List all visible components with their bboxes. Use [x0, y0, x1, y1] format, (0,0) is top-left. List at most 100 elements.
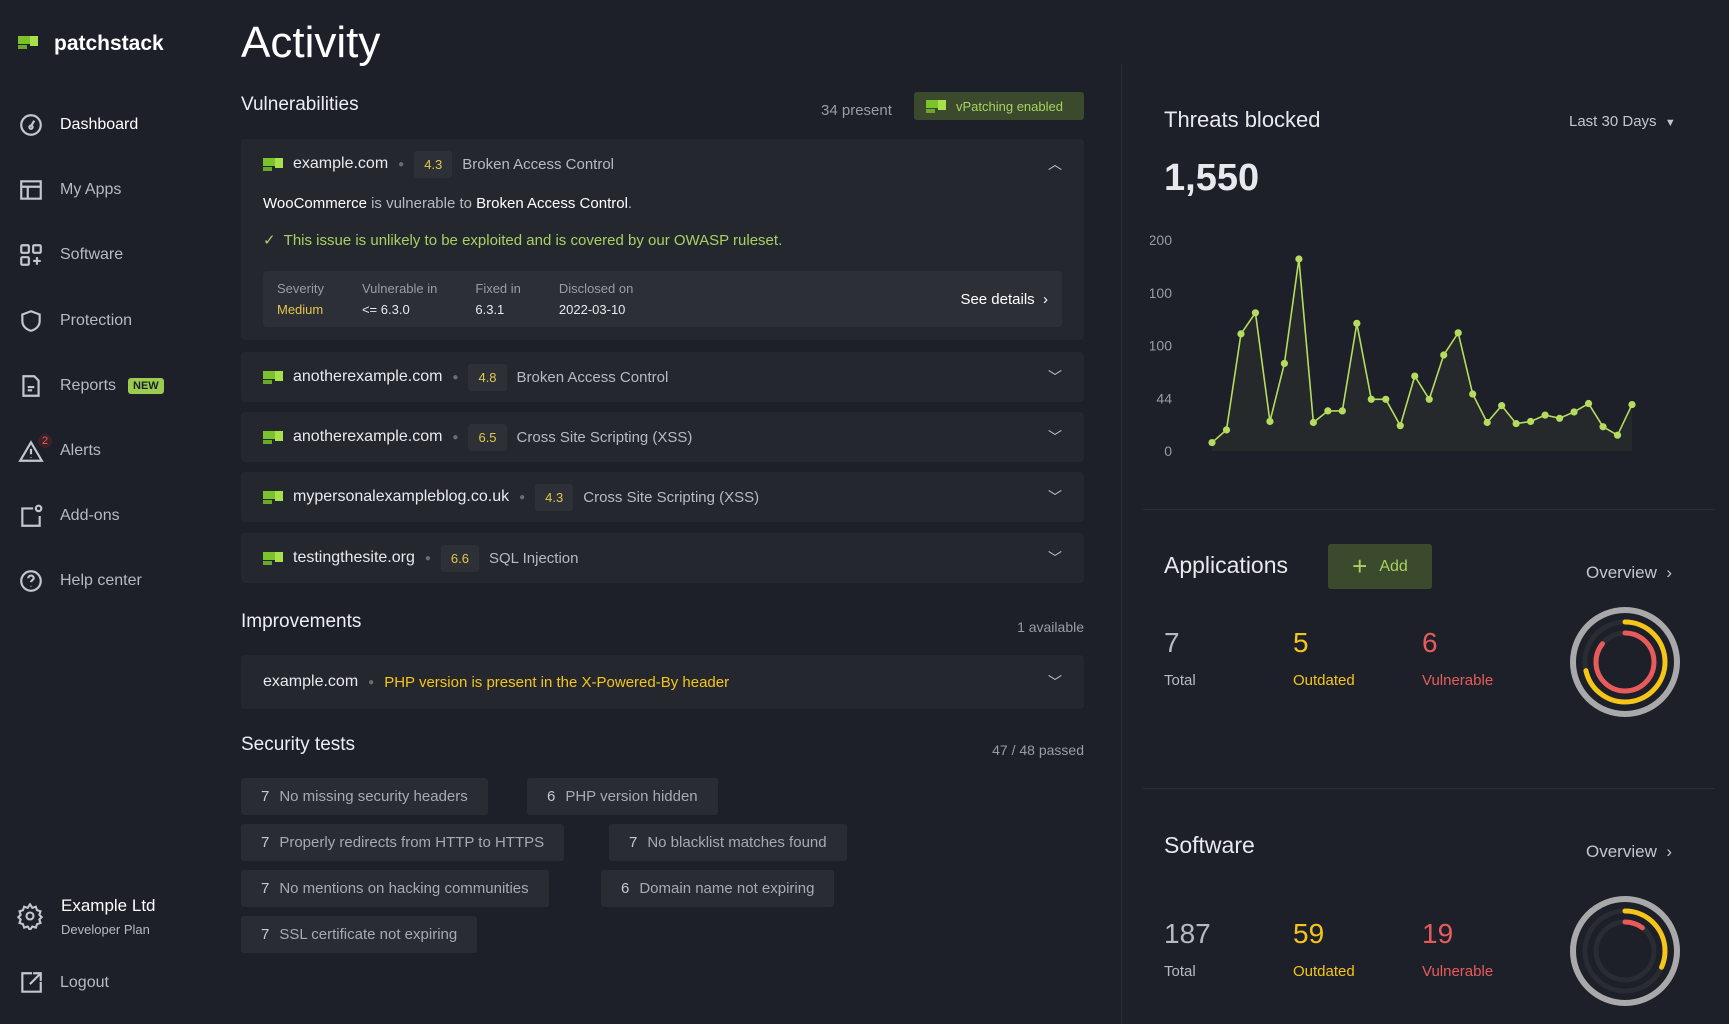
- test-label: Properly redirects from HTTP to HTTPS: [279, 834, 545, 851]
- detail-value: 6.3.1: [475, 302, 505, 317]
- plugin-name: WooCommerce: [263, 195, 367, 212]
- cvss-score: 6.5: [468, 423, 507, 451]
- data-point: [1541, 411, 1549, 419]
- sidebar-item-my-apps[interactable]: My Apps: [18, 175, 121, 205]
- see-details-link[interactable]: See details ›: [960, 291, 1048, 308]
- data-point: [1295, 255, 1303, 263]
- y-tick-label: 200: [1150, 232, 1172, 248]
- y-tick-label: 44: [1156, 390, 1172, 406]
- chevron-down-icon[interactable]: ﹀: [1048, 489, 1062, 505]
- site-icon: [263, 157, 283, 171]
- vulnerability-row-header[interactable]: example.com ● 4.3 Broken Access Control …: [241, 139, 1084, 189]
- chevron-down-icon[interactable]: ﹀: [1048, 550, 1062, 566]
- test-count: 7: [261, 834, 270, 851]
- y-tick-label: 0: [1164, 443, 1172, 459]
- vulnerability-type: Cross Site Scripting (XSS): [583, 488, 760, 506]
- vulnerabilities-heading: Vulnerabilities: [241, 94, 359, 115]
- improvement-row[interactable]: example.com ● PHP version is present in …: [241, 655, 1084, 709]
- detail-label: Vulnerable in: [361, 281, 438, 296]
- vulnerability-row[interactable]: mypersonalexampleblog.co.uk ● 4.3 Cross …: [241, 472, 1084, 522]
- site-name: testingthesite.org: [293, 549, 415, 566]
- logout-button[interactable]: Logout: [18, 968, 109, 998]
- applications-overview-link[interactable]: Overview ›: [1586, 563, 1672, 583]
- addon-icon: [21, 504, 43, 527]
- vulnerability-row[interactable]: anotherexample.com ● 6.5 Cross Site Scri…: [241, 412, 1084, 462]
- applications-outdated-label: Outdated: [1293, 672, 1355, 689]
- sidebar-item-label: Help center: [60, 572, 142, 589]
- logout-label: Logout: [60, 974, 109, 991]
- threats-chart: 200 100 100 44 0: [1150, 232, 1636, 459]
- test-label: PHP version hidden: [565, 788, 698, 805]
- data-point: [1251, 309, 1260, 317]
- improvement-text: PHP version is present in the X-Powered-…: [384, 673, 730, 691]
- vulnerable-arc-track: [1593, 919, 1657, 983]
- overview-label: Overview: [1586, 563, 1657, 582]
- chevron-up-icon[interactable]: ︿: [1048, 156, 1062, 172]
- vulnerability-details: Severity Medium Vulnerable in <= 6.3.0 Fixed…: [263, 271, 1062, 327]
- sidebar-item-label: My Apps: [60, 181, 122, 198]
- data-point: [1613, 431, 1622, 439]
- test-label: No mentions on hacking communities: [279, 880, 529, 897]
- data-point: [1628, 400, 1636, 409]
- vulnerability-card-expanded: example.com ● 4.3 Broken Access Control …: [241, 139, 1084, 340]
- applications-outdated-count: 5: [1293, 627, 1309, 658]
- add-application-button[interactable]: + Add: [1328, 544, 1432, 589]
- security-tests-count: 47 / 48 passed: [992, 742, 1084, 758]
- document-icon: [22, 375, 40, 397]
- brand-logo[interactable]: patchstack: [18, 32, 164, 56]
- detail-label: Severity: [277, 281, 324, 296]
- sidebar-item-alerts[interactable]: 2 Alerts: [18, 434, 101, 466]
- gauge-icon: [20, 114, 42, 136]
- vulnerability-row[interactable]: anotherexample.com ● 4.8 Broken Access C…: [241, 352, 1084, 402]
- cvss-score: 6.6: [440, 544, 479, 572]
- sidebar-item-add-ons[interactable]: Add-ons: [18, 501, 120, 531]
- applications-total-label: Total: [1164, 672, 1196, 689]
- cvss-score: 4.3: [414, 150, 453, 178]
- vulnerability-row[interactable]: testingthesite.org ● 6.6 SQL Injection ﹀: [241, 533, 1084, 583]
- gear-icon: [16, 902, 44, 930]
- software-outdated-count: 59: [1293, 918, 1325, 949]
- software-vulnerable-count: 19: [1422, 918, 1454, 949]
- caret-down-icon: ▼: [1664, 117, 1676, 129]
- security-test-chip: 7 SSL certificate not expiring: [241, 916, 478, 953]
- range-select[interactable]: Last 30 Days ▼: [1569, 113, 1676, 130]
- account-name: Example Ltd: [61, 896, 156, 915]
- chevron-down-icon[interactable]: ﹀: [1048, 369, 1062, 385]
- test-count: 6: [547, 788, 556, 805]
- sidebar-item-reports[interactable]: Reports NEW: [18, 371, 164, 401]
- vulnerability-type: Cross Site Scripting (XSS): [516, 428, 693, 446]
- section-divider: [1143, 509, 1715, 510]
- detail-value: Medium: [277, 302, 324, 317]
- data-point: [1498, 402, 1506, 410]
- improvements-heading: Improvements: [241, 611, 362, 632]
- vpatching-icon: [926, 99, 946, 113]
- sidebar-item-label: Protection: [60, 312, 133, 329]
- data-point: [1512, 419, 1520, 428]
- vulnerability-type: Broken Access Control: [516, 368, 669, 386]
- site-name: anotherexample.com: [293, 368, 443, 385]
- cvss-score: 4.3: [535, 483, 574, 511]
- data-point: [1440, 351, 1448, 359]
- detail-vulnerable-in: Vulnerable in <= 6.3.0: [362, 281, 437, 317]
- detail-fixed-in: Fixed in 6.3.1: [475, 281, 521, 317]
- test-label: No missing security headers: [279, 788, 468, 805]
- outdated-arc: [1582, 908, 1668, 994]
- chevron-down-icon[interactable]: ﹀: [1048, 674, 1062, 690]
- cvss-score: 4.8: [468, 363, 507, 391]
- chevron-down-icon[interactable]: ﹀: [1048, 429, 1062, 445]
- help-icon: [20, 570, 42, 592]
- data-point: [1382, 395, 1390, 403]
- test-count: 7: [261, 926, 270, 943]
- sidebar-item-protection[interactable]: Protection: [18, 306, 132, 336]
- security-test-chip: 7 Properly redirects from HTTP to HTTPS: [241, 824, 565, 861]
- separator-dot: ●: [368, 676, 375, 688]
- warning-icon: [18, 440, 44, 462]
- sidebar-item-software[interactable]: Software: [18, 240, 123, 270]
- data-point: [1208, 438, 1216, 447]
- security-tests-heading: Security tests: [241, 734, 356, 755]
- software-overview-link[interactable]: Overview ›: [1586, 842, 1672, 862]
- detail-label: Fixed in: [475, 281, 521, 296]
- sidebar-item-help-center[interactable]: Help center: [18, 566, 142, 596]
- vulnerable-arc: [1593, 630, 1657, 694]
- sidebar-item-dashboard[interactable]: Dashboard: [18, 110, 138, 140]
